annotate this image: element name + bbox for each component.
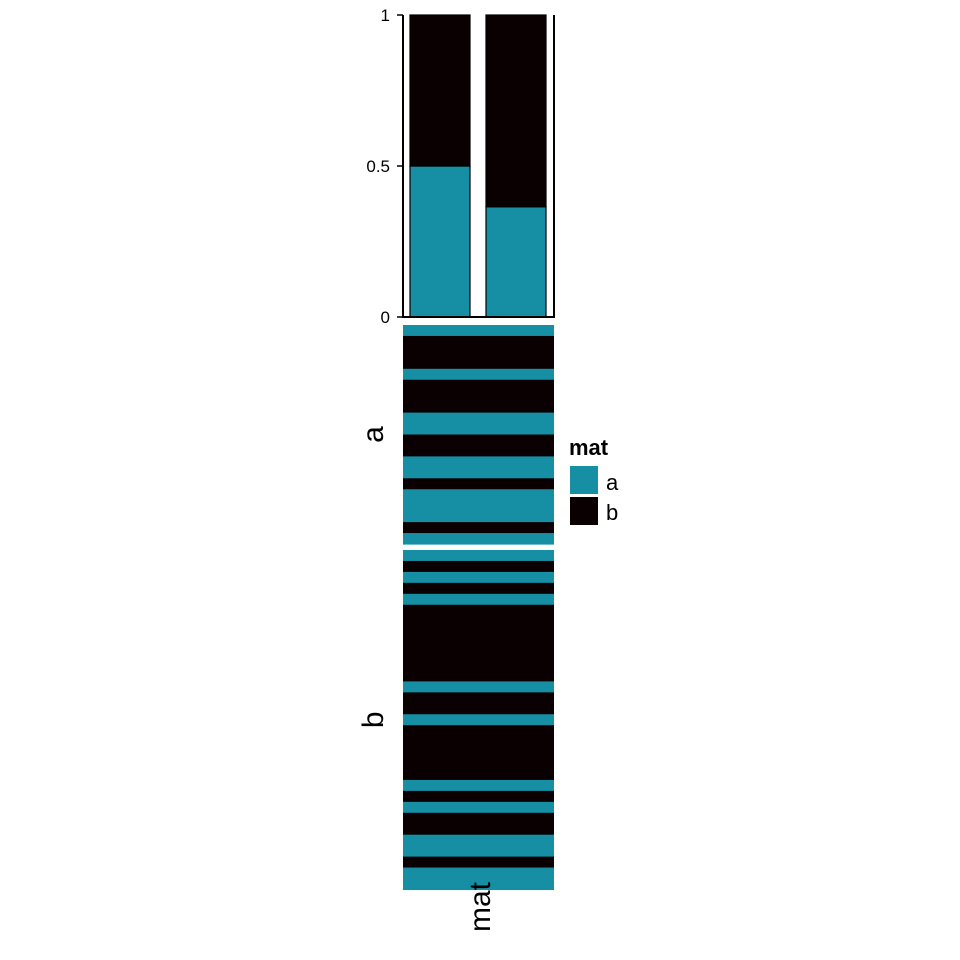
bar-b-segment-b (485, 14, 547, 208)
legend-swatch-b (570, 497, 598, 525)
heatmap-cell-b-13 (403, 692, 554, 704)
bar-a-segment-a (409, 165, 471, 318)
heatmap-cell-b-23 (403, 801, 554, 814)
heatmap-cell-b-11 (403, 670, 554, 682)
y-tick-label: 0.5 (366, 157, 390, 176)
heatmap-cell-b-22 (403, 790, 554, 803)
heatmap-cell-a-17 (403, 511, 554, 523)
heatmap-cell-b-30 (403, 878, 554, 891)
heatmap-cell-a-14 (403, 478, 554, 490)
legend-label-a: a (606, 470, 619, 495)
heatmap-cell-b-3 (403, 582, 554, 595)
heatmap-cell-b-7 (403, 626, 554, 639)
heatmap-cell-b-16 (403, 725, 554, 737)
heatmap-cell-b-28 (403, 856, 554, 869)
heatmap-cell-a-13 (403, 467, 554, 479)
heatmap-cell-a-3 (403, 357, 554, 370)
y-tick-label: 0 (381, 308, 390, 327)
heatmap-cell-b-27 (403, 845, 554, 858)
heatmap-cell-b-24 (403, 812, 554, 825)
heatmap-cell-a-12 (403, 456, 554, 468)
column-label: mat (464, 881, 497, 932)
legend-label-b: b (606, 500, 618, 525)
row-group-label-a: a (357, 426, 390, 443)
heatmap-cell-b-10 (403, 659, 554, 672)
heatmap-cell-b-15 (403, 714, 554, 726)
heatmap-cell-a-6 (403, 390, 554, 403)
heatmap-cell-b-8 (403, 637, 554, 650)
heatmap-cell-b-26 (403, 834, 554, 847)
heatmap-cell-b-0 (403, 550, 554, 562)
heatmap-cell-b-4 (403, 593, 554, 606)
row-group-label-b: b (357, 711, 390, 728)
heatmap-cell-b-19 (403, 758, 554, 770)
heatmap-cell-a-8 (403, 412, 554, 425)
bar-a-segment-b (409, 14, 471, 167)
heatmap-cell-a-10 (403, 434, 554, 447)
heatmap-cell-b-6 (403, 615, 554, 628)
heatmap-cell-b-14 (403, 703, 554, 715)
heatmap-cell-b-25 (403, 823, 554, 836)
heatmap-cell-a-18 (403, 522, 554, 534)
legend-swatch-a (570, 466, 598, 494)
heatmap-cell-b-21 (403, 779, 554, 792)
heatmap-cell-b-9 (403, 648, 554, 661)
heatmap-cell-a-5 (403, 379, 554, 392)
heatmap-cell-a-15 (403, 489, 554, 501)
legend-title: mat (569, 435, 609, 460)
heatmap-cell-b-1 (403, 560, 554, 573)
heatmap-cell-a-19 (403, 533, 554, 545)
heatmap-cell-a-9 (403, 423, 554, 436)
heatmap-cell-a-7 (403, 401, 554, 414)
heatmap-cell-a-0 (403, 325, 554, 337)
legend: mat a b (569, 435, 619, 525)
heatmap-cell-b-18 (403, 747, 554, 759)
heatmap-cell-b-5 (403, 604, 554, 617)
heatmap-cell-a-11 (403, 445, 554, 457)
heatmap-cell-b-29 (403, 867, 554, 880)
bar-b-segment-a (485, 206, 547, 318)
heatmap-cell-a-2 (403, 346, 554, 359)
stacked-bar-chart: 00.51 (366, 6, 555, 327)
y-tick-label: 1 (381, 6, 390, 25)
heatmap-cell-b-17 (403, 736, 554, 748)
heatmap-cell-b-20 (403, 769, 554, 781)
heatmap-cell-a-4 (403, 368, 554, 381)
heatmap-cell-b-12 (403, 681, 554, 693)
heatmap-cell-a-1 (403, 335, 554, 348)
heatmap: a b mat (357, 325, 554, 932)
heatmap-cell-a-16 (403, 500, 554, 512)
heatmap-cell-b-2 (403, 571, 554, 584)
